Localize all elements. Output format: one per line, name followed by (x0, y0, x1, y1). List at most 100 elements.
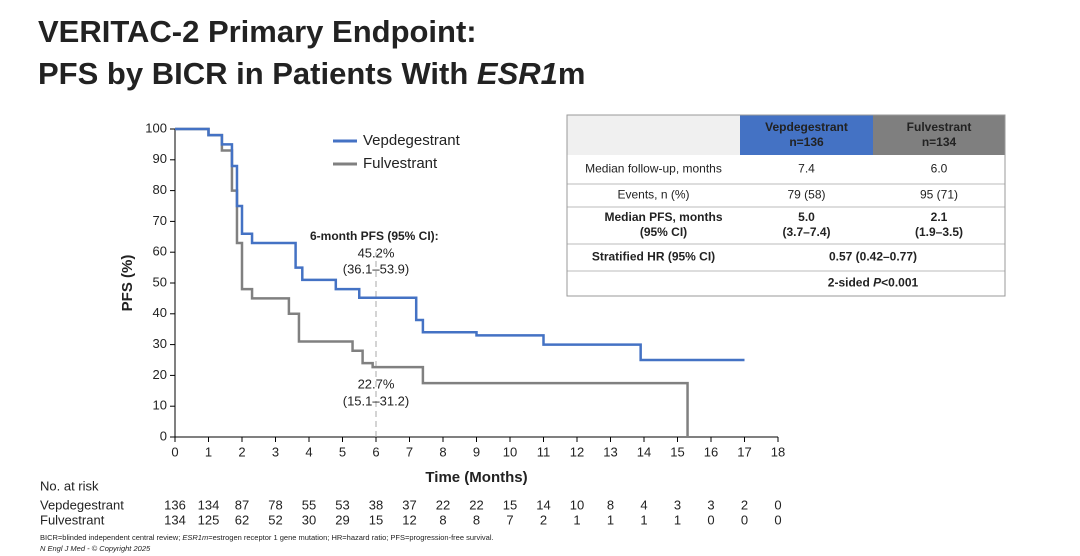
risk-count: 0 (774, 512, 781, 527)
risk-count: 87 (235, 497, 249, 512)
title-part: m (558, 56, 586, 91)
x-tick-label: 16 (704, 444, 718, 459)
table-cell-part: 2-sided (828, 276, 873, 290)
footnote-part: ESR1m (182, 533, 208, 542)
risk-count: 7 (506, 512, 513, 527)
risk-count: 8 (439, 512, 446, 527)
x-tick-label: 3 (272, 444, 279, 459)
risk-count: 134 (164, 512, 186, 527)
table-header: n=136 (789, 135, 824, 149)
table-header-cell (740, 115, 873, 155)
risk-count: 38 (369, 497, 383, 512)
annotation-ci: (36.1–53.9) (343, 261, 410, 276)
x-tick-label: 0 (171, 444, 178, 459)
risk-count: 1 (573, 512, 580, 527)
x-tick-label: 7 (406, 444, 413, 459)
y-tick-label: 50 (153, 274, 167, 289)
legend-label: Fulvestrant (363, 155, 438, 172)
table-cell: 95 (71) (920, 188, 958, 202)
citation: N Engl J Med - © Copyright 2025 (40, 544, 151, 553)
table-cell: 2.1 (931, 210, 948, 224)
risk-count: 53 (335, 497, 349, 512)
survival-curve (175, 127, 745, 362)
footnote-part: BICR=blinded independent central review; (40, 533, 182, 542)
footnote: BICR=blinded independent central review;… (40, 533, 494, 542)
table-cell: Median follow-up, months (585, 162, 722, 176)
x-tick-label: 5 (339, 444, 346, 459)
x-axis-label: Time (Months) (425, 469, 527, 486)
risk-count: 0 (741, 512, 748, 527)
risk-table-label: No. at risk (40, 478, 99, 493)
x-tick-label: 14 (637, 444, 651, 459)
survival-curve (175, 127, 689, 437)
risk-count: 29 (335, 512, 349, 527)
table-header-cell (873, 115, 1005, 155)
y-tick-label: 80 (153, 182, 167, 197)
x-tick-label: 4 (305, 444, 312, 459)
title: PFS by BICR in Patients With ESR1m (38, 56, 585, 91)
risk-count: 37 (402, 497, 416, 512)
title-part: ESR1 (477, 56, 558, 91)
risk-count: 30 (302, 512, 316, 527)
x-tick-label: 2 (238, 444, 245, 459)
annotation-ci: (15.1–31.2) (343, 393, 410, 408)
table-cell: 7.4 (798, 162, 815, 176)
y-tick-label: 70 (153, 213, 167, 228)
risk-count: 4 (640, 497, 647, 512)
x-tick-label: 1 (205, 444, 212, 459)
x-tick-label: 11 (537, 444, 551, 459)
risk-count: 3 (707, 497, 714, 512)
risk-count: 22 (436, 497, 450, 512)
y-tick-label: 90 (153, 151, 167, 166)
annotation-value: 45.2% (358, 245, 395, 260)
risk-count: 15 (369, 512, 383, 527)
x-tick-label: 6 (372, 444, 379, 459)
risk-count: 3 (674, 497, 681, 512)
risk-count: 8 (473, 512, 480, 527)
risk-count: 0 (774, 497, 781, 512)
risk-count: 125 (198, 512, 220, 527)
table-cell-part: <0.001 (881, 276, 918, 290)
risk-row-name: Fulvestrant (40, 512, 105, 527)
table-cell: Events, n (%) (617, 188, 689, 202)
risk-count: 0 (707, 512, 714, 527)
annotation-title: 6-month PFS (95% CI): (310, 229, 439, 243)
risk-count: 136 (164, 497, 186, 512)
risk-count: 15 (503, 497, 517, 512)
table-cell: Median PFS, months (604, 210, 722, 224)
table-cell: Stratified HR (95% CI) (592, 250, 715, 264)
table-cell-part: P (873, 276, 882, 290)
risk-count: 1 (640, 512, 647, 527)
risk-count: 10 (570, 497, 584, 512)
title-part: PFS by BICR in Patients With (38, 56, 477, 91)
y-tick-label: 40 (153, 305, 167, 320)
table-cell: 79 (58) (787, 188, 825, 202)
x-tick-label: 13 (603, 444, 617, 459)
legend-label: Vepdegestrant (363, 132, 461, 149)
table-header: Fulvestrant (907, 120, 972, 134)
x-tick-label: 12 (570, 444, 584, 459)
x-tick-label: 18 (771, 444, 785, 459)
y-tick-label: 0 (160, 428, 167, 443)
x-tick-label: 15 (670, 444, 684, 459)
risk-count: 1 (607, 512, 614, 527)
risk-count: 8 (607, 497, 614, 512)
risk-count: 62 (235, 512, 249, 527)
table-cell: (1.9–3.5) (915, 225, 963, 239)
x-tick-label: 8 (439, 444, 446, 459)
table-cell: (3.7–7.4) (782, 225, 830, 239)
table-cell: 6.0 (931, 162, 948, 176)
risk-count: 14 (536, 497, 550, 512)
annotation-value: 22.7% (358, 376, 395, 391)
risk-count: 1 (674, 512, 681, 527)
table-cell: (95% CI) (640, 225, 687, 239)
risk-count: 2 (540, 512, 547, 527)
risk-count: 12 (402, 512, 416, 527)
risk-count: 78 (268, 497, 282, 512)
y-tick-label: 10 (153, 398, 167, 413)
y-tick-label: 30 (153, 336, 167, 351)
y-tick-label: 20 (153, 367, 167, 382)
y-axis-label: PFS (%) (119, 255, 136, 312)
risk-count: 55 (302, 497, 316, 512)
